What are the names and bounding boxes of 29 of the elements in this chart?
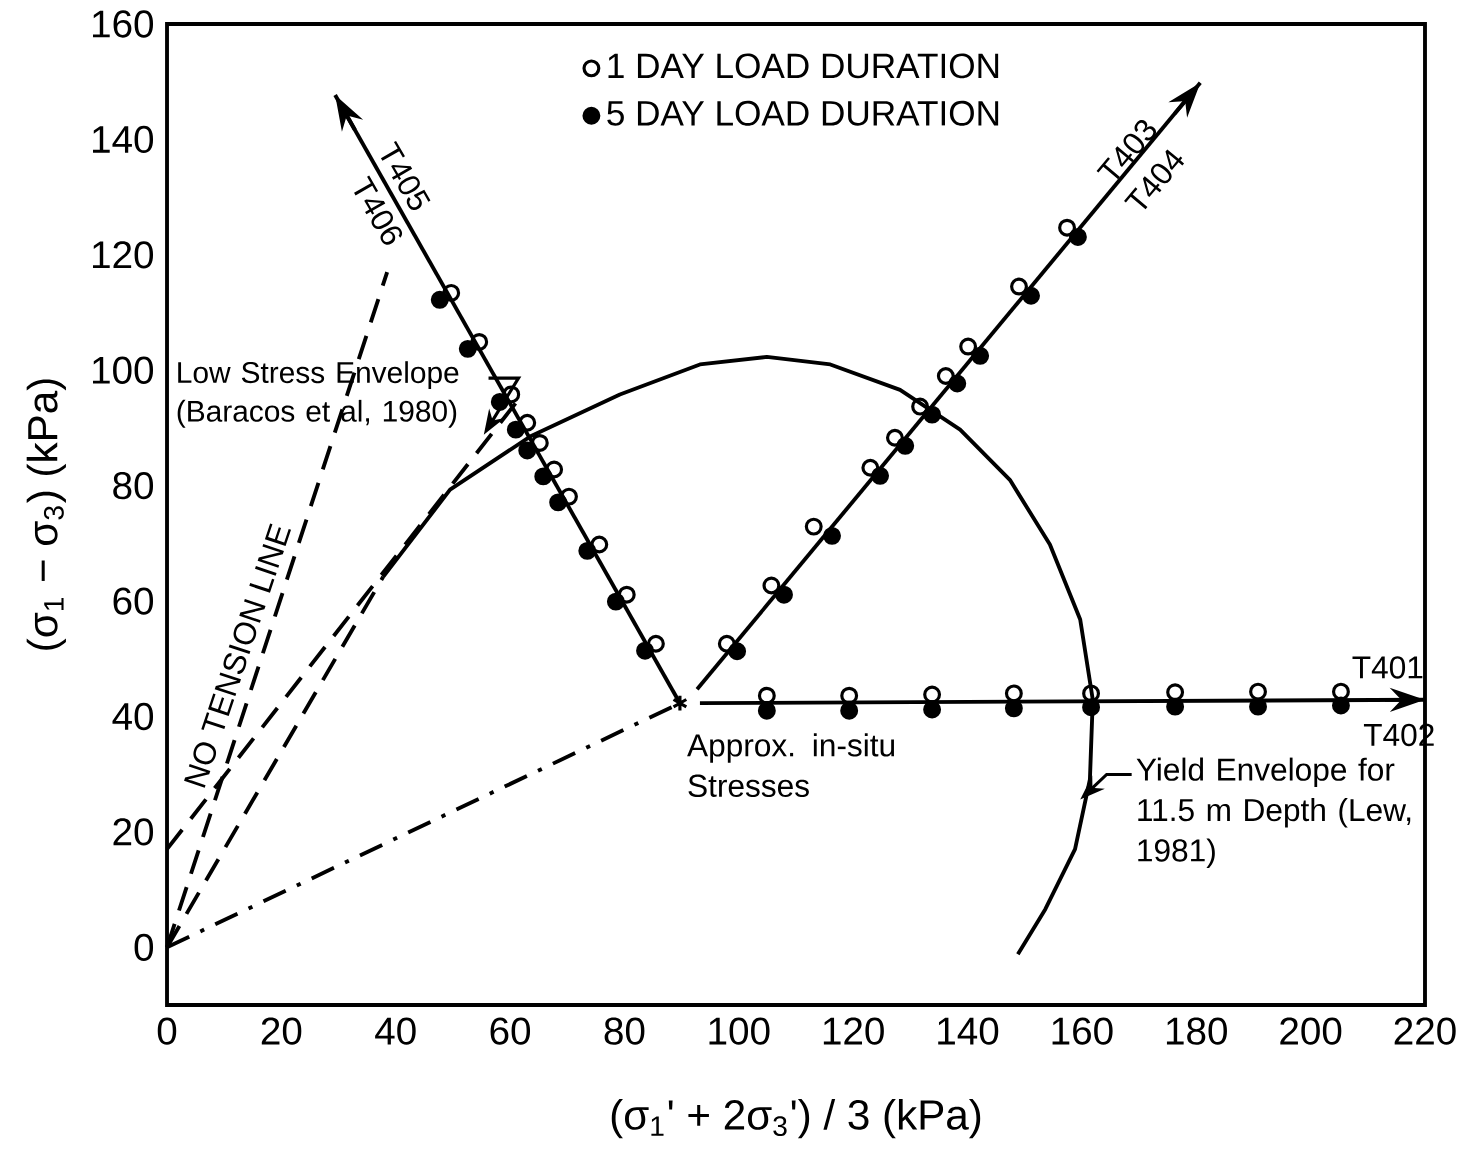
x-tick-label: 40 [375,1017,416,1045]
x-axis-title: (σ$_{1}$' + 2σ$_{3}$') / 3 (kPa) [611,1098,981,1139]
y-tick-label: 160 [93,10,154,38]
y-tick-label: 20 [113,818,154,846]
x-tick-label: 20 [261,1017,302,1045]
x-tick-label: 60 [490,1017,531,1045]
y-tick-label: 0 [134,933,154,961]
legend-label: 5 DAY LOAD DURATION [607,100,999,126]
y-tick-label: 40 [112,702,154,731]
y-tick-label: 140 [93,125,154,154]
y-tick-label: 120 [93,241,154,269]
x-tick-label: 180 [1166,1017,1227,1045]
y-axis-title: (σ$_{1}$ − σ$_{3}$) (kPa) [26,379,66,650]
x-tick-label: 220 [1394,1017,1456,1045]
annotation: Low Stress Envelope (Baracos et al, 1980) [177,361,459,428]
y-tick-label: 80 [113,471,154,500]
x-tick-label: 160 [1052,1017,1113,1045]
annotation: Approx. in-situ Stresses [687,733,895,798]
x-tick-label: 200 [1280,1017,1342,1045]
x-tick-label: 100 [709,1017,770,1045]
legend-label: 1 DAY LOAD DURATION [608,53,999,79]
y-tick-label: 100 [93,356,154,384]
x-tick-label: 120 [823,1017,884,1045]
x-tick-label: 80 [604,1017,645,1045]
x-tick-label: 0 [157,1017,177,1045]
annotation: Yield Envelope for 11.5 m Depth (Lew, 1981) [1136,757,1411,868]
x-tick-label: 140 [938,1017,999,1045]
annotation: T401 [1352,656,1423,679]
y-tick-label: 60 [113,587,154,615]
